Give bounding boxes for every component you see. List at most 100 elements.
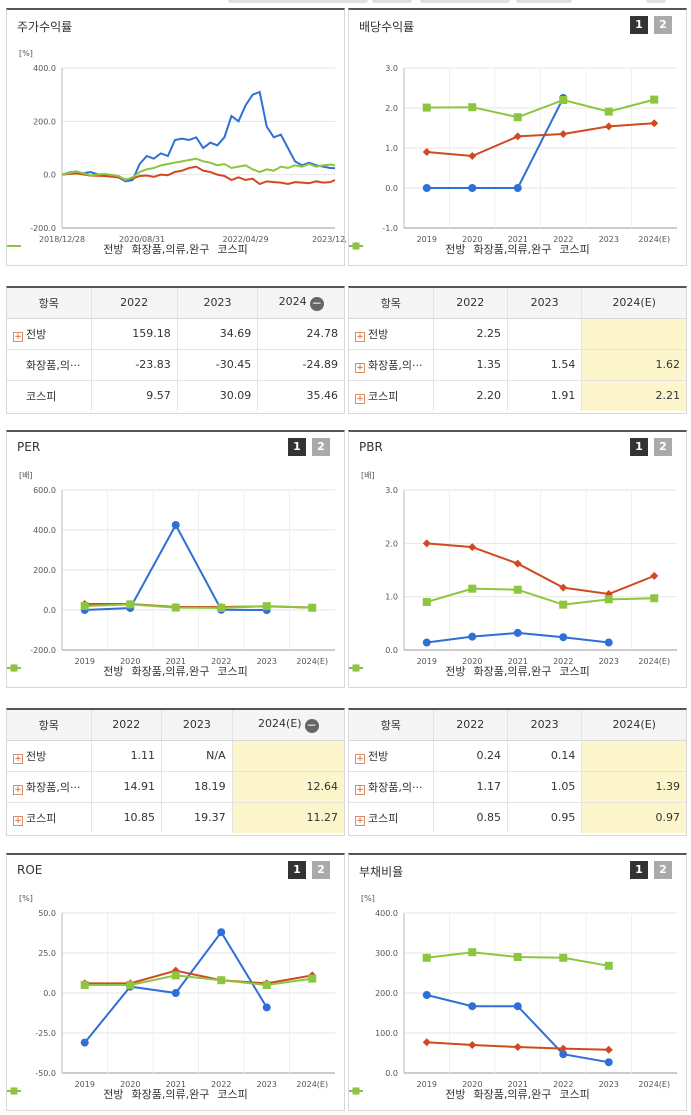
legend-item-kospi[interactable]: 코스피 — [7, 241, 248, 257]
data-point-company — [559, 1050, 568, 1059]
expand-icon[interactable]: + — [13, 331, 23, 342]
x-tick-label: 2022 — [553, 235, 573, 244]
legend-item-kospi[interactable]: 코스피 — [349, 1086, 590, 1102]
data-point-company — [217, 928, 226, 937]
page-2-button[interactable]: 2 — [654, 438, 672, 456]
table-row: + 전방 0.24 0.14 — [349, 740, 686, 772]
table-cell: 0.14 — [507, 740, 583, 772]
data-point-industry — [650, 571, 659, 580]
row-label: +코스피 — [349, 380, 434, 411]
legend-label: 전방 — [103, 665, 124, 678]
page-1-button[interactable]: 1 — [630, 438, 648, 456]
page-2-button[interactable]: 2 — [654, 16, 672, 34]
collapse-icon[interactable]: − — [304, 717, 319, 733]
panel-title: PBR — [359, 440, 383, 454]
legend-label: 코스피 — [217, 243, 248, 256]
row-label: +화장품,의··· — [349, 771, 434, 803]
column-header-label: 2024(E) — [258, 716, 302, 730]
legend-item-company[interactable]: 전방 — [7, 241, 124, 257]
data-point-industry — [468, 1041, 477, 1049]
column-header-label: 항목 — [38, 296, 59, 310]
per-table: 항목 2022 2023 2024(E) − + 전방 1.11 N/A + 화장품,의··· 14.… — [7, 710, 344, 833]
collapse-icon[interactable]: − — [309, 295, 324, 311]
legend-item-industry[interactable]: 화장품,의류,완구 — [7, 1086, 210, 1102]
data-point-company — [513, 628, 522, 637]
x-tick-label: 2019 — [75, 657, 95, 666]
expand-icon[interactable]: + — [355, 362, 365, 373]
page-1-button[interactable]: 1 — [630, 16, 648, 34]
expand-icon[interactable]: + — [13, 815, 23, 826]
pbr-chart: [배] 3.0 2.0 1.0 0.0 2019 2020 2021 2022 2023 2024(… — [361, 471, 677, 666]
page-1-button[interactable]: 1 — [630, 861, 648, 879]
table-cell — [581, 318, 686, 350]
row-label-text: 화장품,의··· — [368, 358, 423, 372]
legend-label: 코스피 — [217, 1088, 248, 1101]
table-cell: 1.91 — [507, 380, 583, 411]
expand-icon[interactable]: + — [355, 331, 365, 342]
per-panel: PER 1 2 [배] 600.0 400.0 200.0 0.0 -200.0 2019 2… — [6, 430, 345, 688]
legend-item-industry[interactable]: 화장품,의류,완구 — [349, 663, 551, 679]
data-point-industry — [559, 583, 568, 592]
legend-item-industry[interactable]: 화장품,의류,완구 — [349, 1086, 551, 1102]
expand-icon[interactable]: + — [355, 784, 365, 795]
legend-item-kospi[interactable]: 코스피 — [349, 663, 590, 679]
row-label-text: 전방 — [26, 327, 47, 341]
stock-return-table-panel: 항목202220232024−+전방159.1834.6924.78+화장품,의… — [6, 286, 345, 414]
y-tick-label: 3.0 — [385, 486, 398, 495]
x-tick-label: 2024(E) — [638, 657, 670, 666]
series-line-company — [83, 930, 268, 1044]
page-2-button[interactable]: 2 — [312, 861, 330, 879]
data-point-company — [513, 1002, 522, 1011]
legend-item-kospi[interactable]: 코스피 — [7, 663, 248, 679]
legend-item-kospi[interactable]: 코스피 — [349, 241, 590, 257]
legend-item-company[interactable]: 전방 — [349, 241, 466, 257]
data-point-kospi — [468, 948, 477, 957]
y-tick-label: 400.0 — [375, 909, 398, 918]
data-point-industry — [559, 130, 568, 138]
data-point-company — [468, 184, 477, 192]
legend-item-company[interactable]: 전방 — [7, 663, 124, 679]
x-tick-label: 2022 — [211, 1080, 231, 1089]
x-tick-label: 2021 — [166, 1080, 186, 1089]
legend-item-company[interactable]: 전방 — [7, 1086, 124, 1102]
page-2-button[interactable]: 2 — [312, 438, 330, 456]
expand-icon[interactable]: + — [13, 784, 23, 795]
series-line-industry — [84, 969, 313, 985]
row-label-text: 화장품,의··· — [368, 780, 423, 794]
table-cell: 14.91 — [91, 771, 163, 803]
y-tick-label: 0.0 — [385, 1069, 398, 1078]
data-point-kospi — [422, 598, 431, 606]
x-tick-label: 2023/12/28 — [312, 235, 346, 244]
x-tick-label: 2021 — [508, 235, 528, 244]
page-1-button[interactable]: 1 — [288, 438, 306, 456]
column-header: 항목 — [349, 710, 434, 741]
legend-item-industry[interactable]: 화장품,의류,완구 — [7, 241, 209, 257]
table-cell: -30.45 — [177, 349, 259, 381]
legend-item-company[interactable]: 전방 — [349, 1086, 466, 1102]
expand-icon[interactable]: + — [13, 753, 23, 764]
y-tick-label: 100.0 — [375, 1029, 398, 1038]
legend-label: 전방 — [445, 1088, 466, 1101]
legend-item-company[interactable]: 전방 — [349, 663, 466, 679]
table-cell: 2.20 — [433, 380, 508, 411]
legend-item-industry[interactable]: 화장품,의류,완구 — [7, 663, 209, 679]
legend-item-kospi[interactable]: 코스피 — [7, 1086, 248, 1102]
y-tick-label: 0.0 — [385, 646, 398, 655]
column-header-label: 항목 — [38, 718, 59, 732]
data-point-kospi — [604, 595, 613, 604]
legend-label: 화장품,의류,완구 — [131, 1088, 210, 1101]
expand-icon[interactable]: + — [355, 393, 365, 404]
data-point-company — [171, 521, 180, 529]
data-point-kospi — [171, 603, 180, 612]
expand-icon[interactable]: + — [355, 815, 365, 826]
legend-swatch — [7, 245, 21, 247]
x-tick-label: 2023 — [599, 235, 619, 244]
legend-item-industry[interactable]: 화장품,의류,완구 — [349, 241, 551, 257]
page-2-button[interactable]: 2 — [654, 861, 672, 879]
table-cell: -23.83 — [91, 349, 178, 381]
series-line-company — [426, 97, 565, 189]
column-header: 2023 — [507, 288, 583, 319]
page-1-button[interactable]: 1 — [288, 861, 306, 879]
x-tick-label: 2023 — [257, 657, 277, 666]
expand-icon[interactable]: + — [355, 753, 365, 764]
